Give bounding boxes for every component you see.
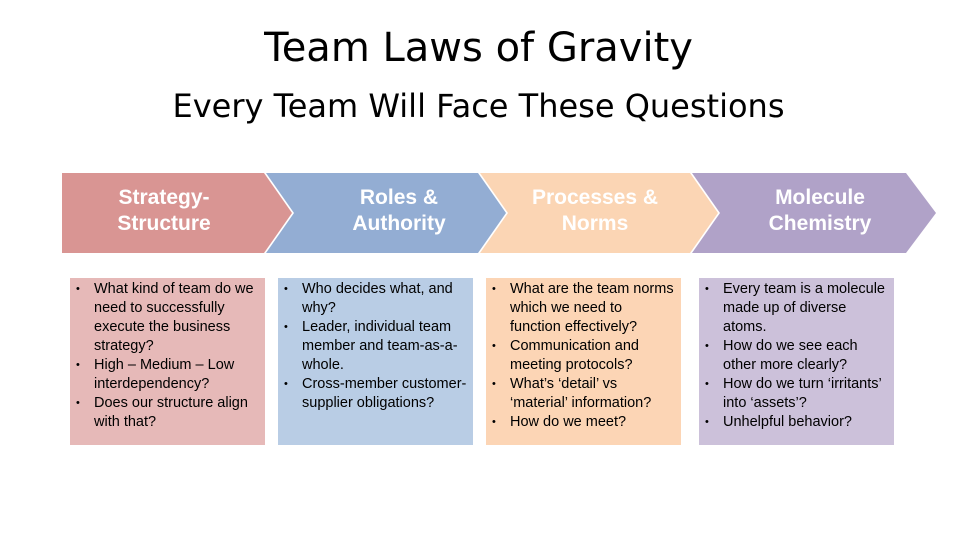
page-subtitle: Every Team Will Face These Questions xyxy=(172,87,785,125)
stage-box-processes-norms: What are the team norms which we need to… xyxy=(486,278,681,445)
bullet-item: Cross-member customer-supplier obligatio… xyxy=(284,375,467,413)
bullet-item: Every team is a molecule made up of dive… xyxy=(705,280,888,337)
bullet-item: Who decides what, and why? xyxy=(284,280,467,318)
stage-label-roles-authority: Roles & Authority xyxy=(352,186,446,235)
bullet-item: How do we turn ‘irritants’ into ‘assets’… xyxy=(705,375,888,413)
stage-box-roles-authority: Who decides what, and why? Leader, indiv… xyxy=(278,278,473,445)
chevron-strategy-structure xyxy=(62,173,292,253)
stage-label-strategy-structure: Strategy- Structure xyxy=(117,186,211,235)
bullet-item: What’s ‘detail’ vs ‘material’ informatio… xyxy=(492,375,675,413)
bullet-item: What are the team norms which we need to… xyxy=(492,280,675,337)
stage-label-processes-norms: Processes & Norms xyxy=(531,186,659,235)
bullet-item: Communication and meeting protocols? xyxy=(492,337,675,375)
stage-box-molecule-chemistry: Every team is a molecule made up of dive… xyxy=(699,278,894,445)
bullet-item: How do we meet? xyxy=(492,413,675,432)
page-title: Team Laws of Gravity xyxy=(264,25,693,71)
bullet-item: Unhelpful behavior? xyxy=(705,413,888,432)
bullet-item: Leader, individual team member and team-… xyxy=(284,318,467,375)
stage-label-molecule-chemistry: Molecule Chemistry xyxy=(768,186,872,235)
bullet-item: High – Medium – Low interdependency? xyxy=(76,356,259,394)
chevron-roles-authority xyxy=(266,173,506,253)
bullet-item: What kind of team do we need to successf… xyxy=(76,280,259,356)
chevron-molecule-chemistry xyxy=(692,173,936,253)
bullet-item: How do we see each other more clearly? xyxy=(705,337,888,375)
stage-box-strategy-structure: What kind of team do we need to successf… xyxy=(70,278,265,445)
bullet-item: Does our structure align with that? xyxy=(76,394,259,432)
chevron-processes-norms xyxy=(480,173,718,253)
